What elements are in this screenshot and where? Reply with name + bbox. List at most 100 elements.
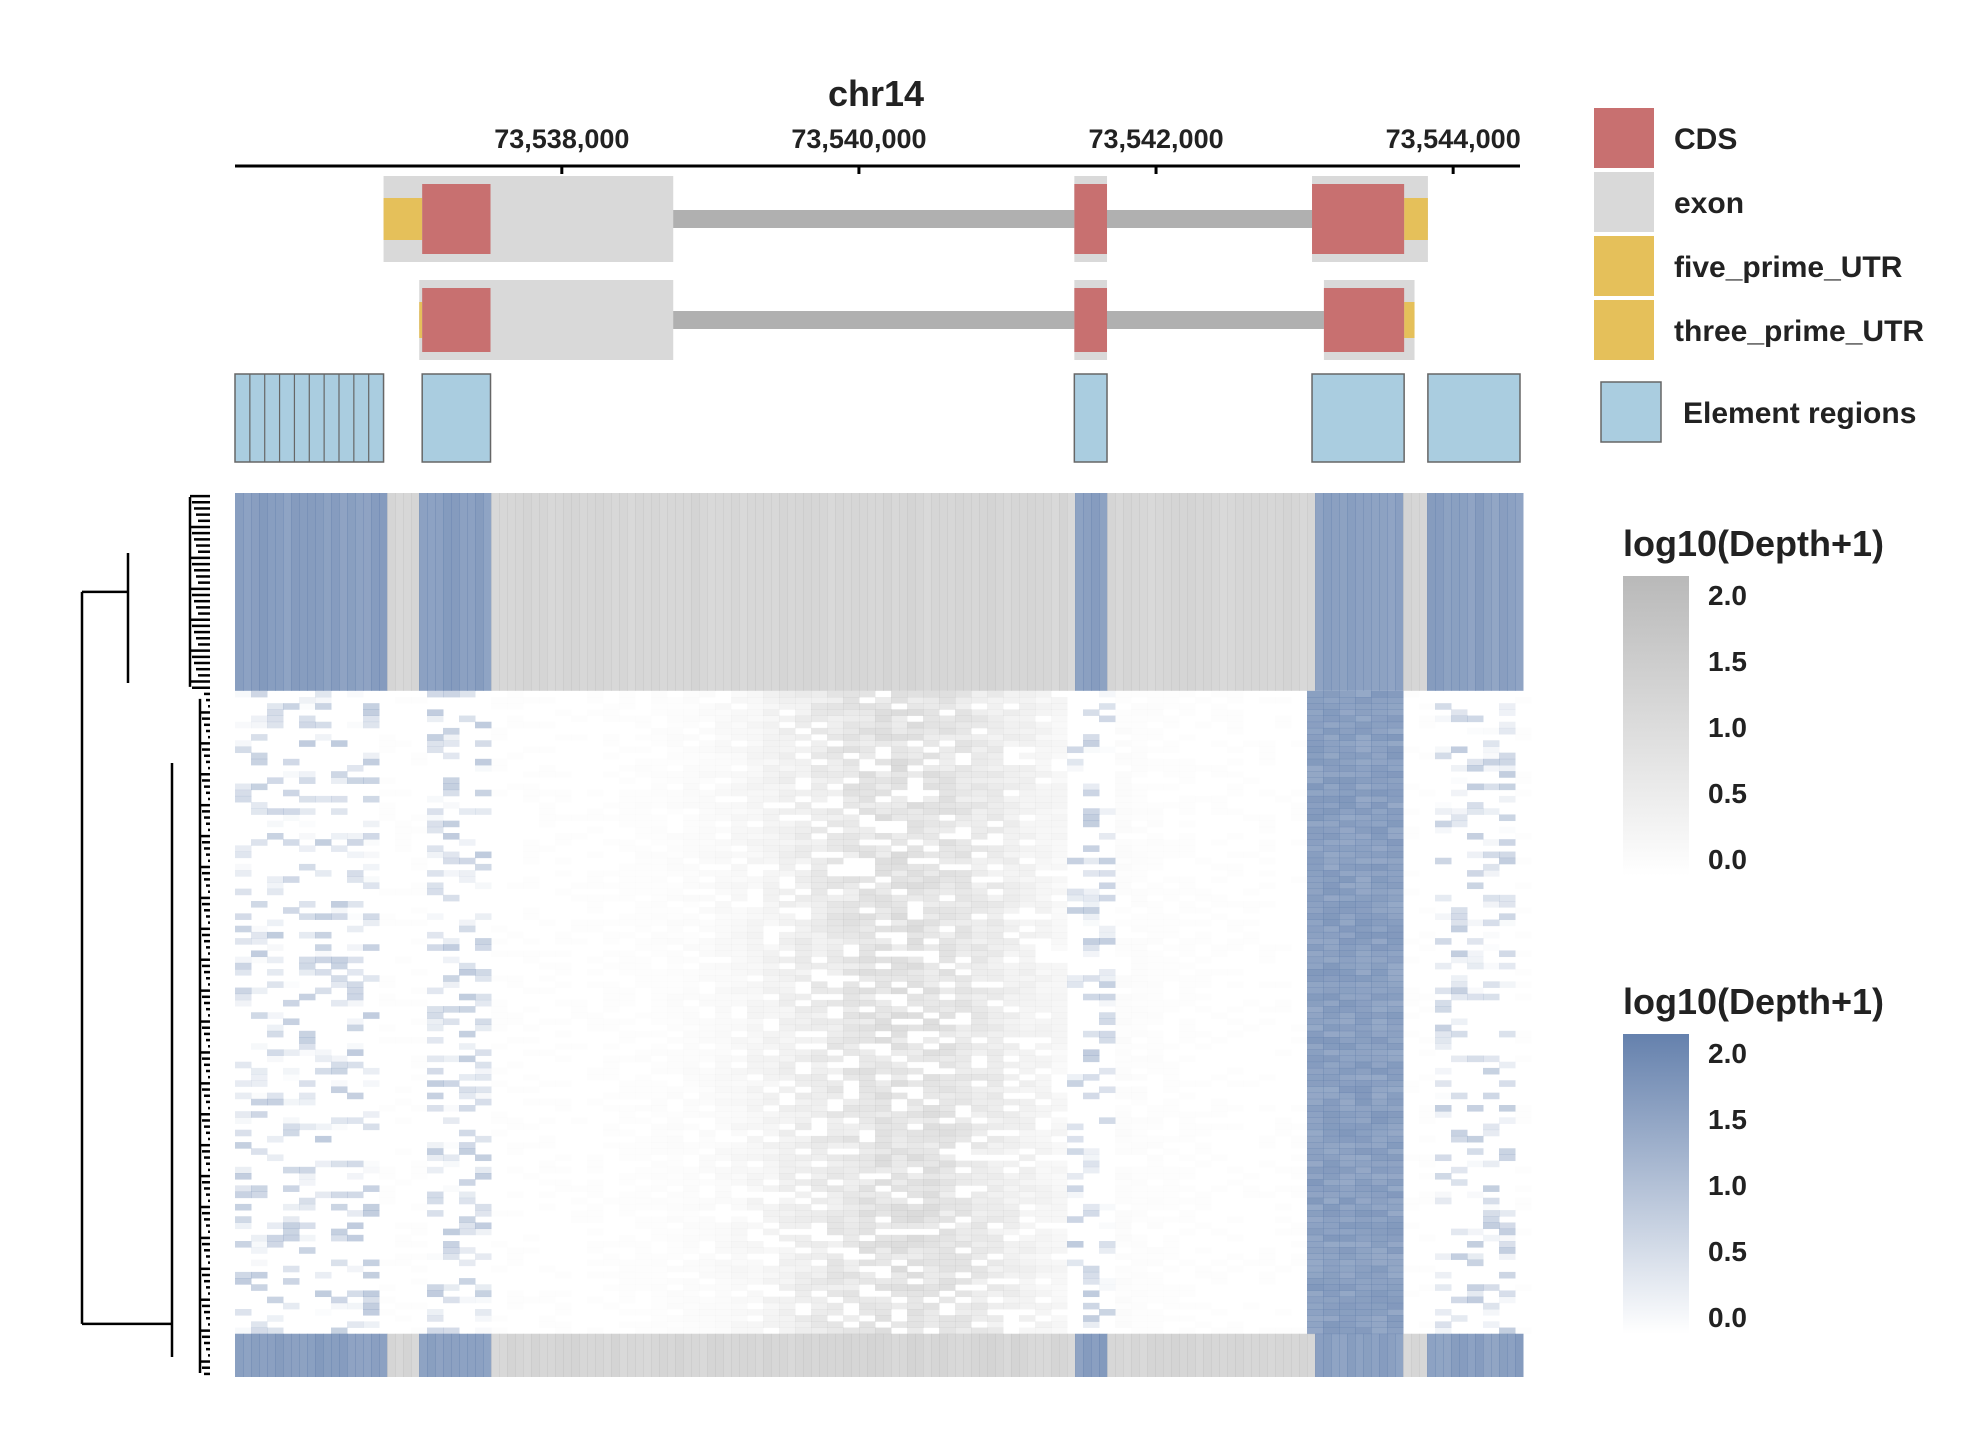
heat-cell: [987, 944, 1004, 951]
heat-cell: [891, 493, 900, 691]
heat-cell: [251, 493, 260, 691]
heat-cell: [459, 1074, 476, 1081]
heat-cell: [1355, 746, 1372, 754]
heat-cell: [779, 1129, 796, 1137]
heat-cell: [475, 1203, 492, 1211]
heat-cell: [1483, 932, 1500, 939]
heat-cell: [475, 999, 492, 1007]
heat-cell: [1323, 851, 1340, 859]
heat-cell: [1187, 493, 1196, 691]
heat-cell: [1051, 783, 1068, 791]
heat-cell: [843, 715, 860, 723]
heat-cell: [1147, 1315, 1164, 1322]
heat-cell: [1483, 901, 1500, 908]
heat-cell: [1499, 721, 1516, 729]
heat-cell: [1291, 1185, 1308, 1192]
heat-cell: [1451, 956, 1468, 964]
heat-cell: [235, 1092, 252, 1100]
heat-cell: [875, 1086, 892, 1094]
heat-cell: [1163, 852, 1180, 859]
heat-cell: [1291, 802, 1308, 809]
heat-cell: [683, 1012, 700, 1019]
heat-cell: [1035, 808, 1052, 815]
heat-cell: [1371, 1228, 1388, 1236]
heat-cell: [1019, 956, 1036, 964]
heat-cell: [1051, 925, 1068, 933]
heat-cell: [1179, 1167, 1196, 1174]
heat-cell: [971, 777, 988, 784]
heat-cell: [971, 1086, 988, 1094]
heat-cell: [587, 1297, 604, 1304]
heat-cell: [955, 1234, 972, 1242]
heat-cell: [747, 814, 764, 822]
heat-cell: [1019, 981, 1036, 988]
heat-cell: [1019, 1290, 1036, 1298]
heat-cell: [699, 894, 716, 902]
heat-cell: [1323, 894, 1340, 902]
heat-cell: [667, 1055, 684, 1063]
heat-cell: [939, 1160, 956, 1168]
heat-cell: [347, 493, 356, 691]
heat-cell: [315, 1067, 332, 1075]
heat-cell: [475, 1098, 492, 1106]
heat-cell: [811, 1055, 828, 1063]
heat-cell: [1115, 727, 1132, 735]
heat-cell: [363, 975, 380, 982]
heat-cell: [475, 1222, 492, 1230]
heat-cell: [939, 493, 948, 691]
heat-cell: [811, 1284, 828, 1291]
heat-cell: [747, 777, 764, 784]
heat-cell: [1499, 1061, 1516, 1069]
heat-cell: [459, 1055, 476, 1063]
heat-cell: [1051, 1123, 1068, 1131]
heat-cell: [379, 889, 396, 896]
heat-cell: [859, 1080, 876, 1087]
heat-cell: [747, 1061, 764, 1069]
heat-cell: [667, 1111, 684, 1118]
heat-cell: [779, 1197, 796, 1205]
heat-cell: [747, 1179, 764, 1186]
heat-cell: [651, 1179, 668, 1186]
heat-cell: [1323, 975, 1340, 982]
heat-cell: [843, 697, 860, 704]
heat-cell: [747, 1222, 764, 1230]
heat-cell: [1035, 962, 1052, 970]
heat-cell: [907, 845, 924, 852]
heat-cell: [859, 1321, 876, 1328]
heat-cell: [923, 1271, 940, 1279]
heat-cell: [1211, 1309, 1228, 1316]
heat-cell: [971, 1216, 988, 1223]
heat-cell: [1355, 1061, 1372, 1069]
heat-cell: [715, 1259, 732, 1267]
heat-cell: [939, 870, 956, 877]
heat-cell: [699, 1253, 716, 1260]
heat-cell: [1259, 1253, 1276, 1260]
heat-cell: [1339, 1024, 1356, 1032]
heat-cell: [635, 1253, 652, 1260]
heat-cell: [1403, 493, 1412, 691]
heat-cell: [1515, 697, 1532, 704]
heat-cell: [283, 789, 300, 797]
heat-cell: [1387, 789, 1404, 797]
heat-cell: [1371, 1296, 1388, 1304]
heat-cell: [1259, 814, 1276, 821]
heat-cell: [651, 1160, 668, 1168]
heat-cell: [1339, 721, 1356, 729]
heat-cell: [1339, 1055, 1356, 1063]
heat-cell: [1179, 907, 1196, 914]
heat-cell: [1227, 771, 1244, 778]
heat-cell: [1019, 851, 1036, 859]
heat-cell: [1419, 1111, 1436, 1118]
heat-cell: [859, 1166, 876, 1174]
heat-cell: [443, 690, 460, 698]
heat-cell: [763, 833, 780, 840]
heat-cell: [571, 814, 588, 821]
heat-cell: [443, 1241, 460, 1248]
heat-cell: [1035, 1203, 1052, 1211]
heat-cell: [1115, 1272, 1132, 1279]
heat-cell: [1339, 1148, 1356, 1155]
heat-cell: [651, 1266, 668, 1273]
heat-cell: [1387, 1284, 1404, 1291]
heat-cell: [347, 956, 364, 964]
heat-cell: [1099, 703, 1116, 710]
